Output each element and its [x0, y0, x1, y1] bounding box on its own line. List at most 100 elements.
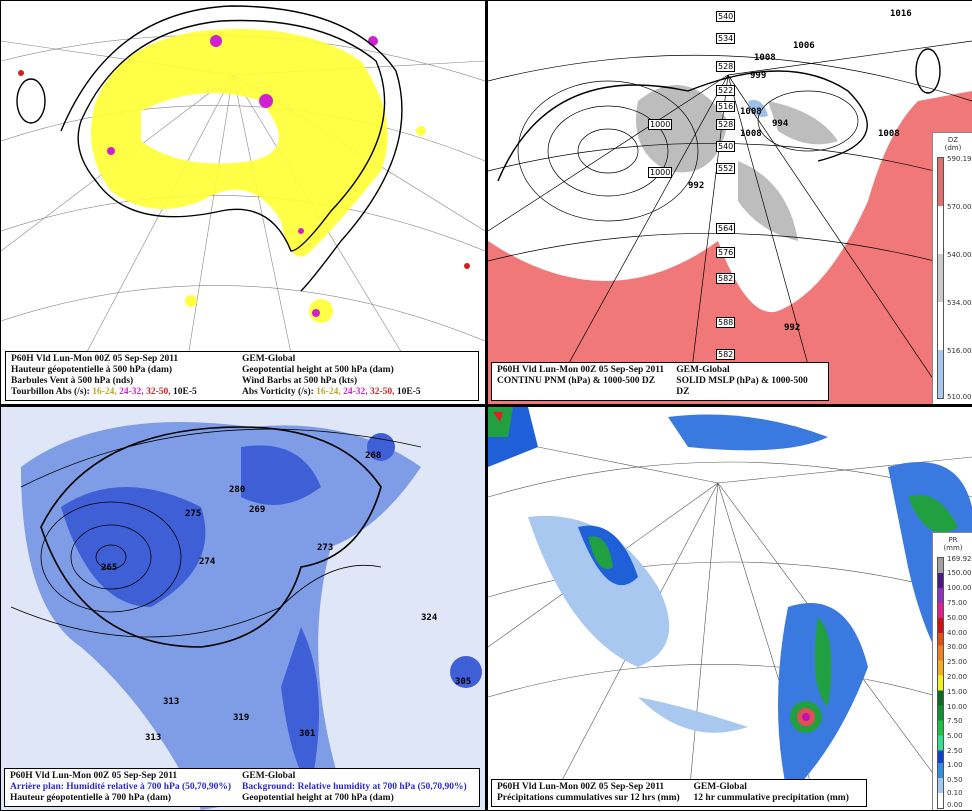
map-caption: P60H Vld Lun-Mon 00Z 05 Sep-Sep 2011 GEM-…	[491, 779, 867, 807]
legend-units: (dm)	[944, 144, 962, 152]
map-caption: P60H Vld Lun-Mon 00Z 05 Sep-Sep 2011 GEM-…	[4, 768, 480, 807]
pressure-label: 1008	[878, 129, 900, 139]
caption-vorticity-en: Abs Vorticity (/s): 16-24, 24-32, 32-50,…	[242, 387, 473, 398]
pressure-label: 1000	[648, 167, 673, 178]
pressure-label: 1006	[793, 41, 815, 51]
height-label: 273	[317, 543, 334, 553]
legend-tick: 30.00	[947, 643, 968, 651]
height-label: 274	[199, 557, 216, 567]
pressure-label: 1000	[648, 119, 673, 130]
height-label: 301	[299, 729, 316, 739]
precip-legend: PR (mm) 169.92 150.00 100.00 75.00 50.00 …	[932, 532, 972, 810]
caption-text: Abs Vorticity (/s):	[242, 387, 314, 397]
legend-tick: 7.50	[947, 717, 963, 725]
range-1: 16-24,	[92, 387, 117, 397]
height-label: 265	[101, 563, 118, 573]
legend-tick: 0.10	[947, 789, 963, 797]
thickness-label: 564	[716, 223, 736, 234]
height-label: 268	[365, 451, 382, 461]
height-label: 280	[229, 485, 246, 495]
thickness-label: 582	[716, 349, 736, 360]
map-500hpa	[1, 5, 485, 402]
pressure-label: 992	[688, 181, 705, 191]
pressure-label: 992	[784, 323, 801, 333]
height-label: 313	[163, 697, 180, 707]
thickness-label: 540	[716, 11, 736, 22]
height-label: 313	[145, 733, 162, 743]
legend-tick: 1.00	[947, 761, 963, 769]
thickness-label: 552	[716, 163, 736, 174]
legend-tick: 5.00	[947, 732, 963, 740]
caption-text: Arrière plan: Humidité relative à 700 hP…	[10, 782, 232, 792]
range-2: 24-32,	[119, 387, 144, 397]
caption-text: 12 hr cummulative precipitation (mm)	[693, 793, 849, 803]
map-mslp	[488, 40, 972, 404]
caption-text: Hauteur géopotentielle à 500 hPa (dam)	[11, 365, 173, 375]
legend-tick: 50.00	[947, 614, 968, 622]
caption-text: SOLID MSLP (hPa) & 1000-500 DZ	[676, 376, 808, 397]
units: 10E-5	[172, 387, 197, 397]
pressure-label: 994	[772, 119, 789, 129]
map-caption: P60H Vld Lun-Mon 00Z 05 Sep-Sep 2011 GEM-…	[5, 351, 479, 401]
thickness-label: 582	[716, 273, 736, 284]
legend-tick: 10.00	[947, 703, 968, 711]
legend-tick: 15.00	[947, 688, 968, 696]
legend-title: DZ	[947, 136, 959, 144]
thickness-label: 516	[716, 101, 736, 112]
caption-text: GEM-Global	[676, 365, 730, 375]
caption-text: Tourbillon Abs (/s):	[11, 387, 90, 397]
caption-text: Hauteur géopotentielle à 700 hPa (dam)	[10, 793, 172, 803]
pressure-label: 1008	[740, 107, 762, 117]
caption-text: GEM-Global	[242, 771, 296, 781]
pressure-label: 1008	[754, 53, 776, 63]
caption-text: Précipitations cummulatives sur 12 hrs (…	[497, 793, 680, 803]
caption-text: P60H Vld Lun-Mon 00Z 05 Sep-Sep 2011	[10, 771, 178, 781]
thickness-legend: DZ (dm) 590.19 570.00 540.00 534.00 516.0…	[932, 132, 972, 404]
caption-text: P60H Vld Lun-Mon 00Z 05 Sep-Sep 2011	[497, 782, 665, 792]
pressure-label: 1008	[740, 129, 762, 139]
caption-text: Background: Relative humidity at 700 hPa…	[242, 782, 467, 792]
thickness-label: 522	[716, 85, 736, 96]
legend-title: PR	[948, 536, 958, 544]
thickness-label: 588	[716, 317, 736, 328]
panel-500hpa-vorticity: P60H Vld Lun-Mon 00Z 05 Sep-Sep 2011 GEM-…	[0, 0, 486, 405]
legend-tick: 0.00	[947, 801, 963, 809]
height-label: 305	[455, 677, 472, 687]
caption-text: GEM-Global	[693, 782, 747, 792]
thickness-label: 528	[716, 119, 736, 130]
map-caption: P60H Vld Lun-Mon 00Z 05 Sep-Sep 2011 GEM-…	[491, 362, 829, 401]
caption-vorticity-fr: Tourbillon Abs (/s): 16-24, 24-32, 32-50…	[11, 387, 242, 398]
caption-text: Barbules Vent à 500 hPa (nds)	[11, 376, 134, 386]
legend-units: (mm)	[943, 544, 963, 552]
range-2: 24-32,	[343, 387, 368, 397]
legend-tick: 20.00	[947, 673, 968, 681]
caption-text: GEM-Global	[242, 354, 296, 364]
legend-tick: 516.00	[947, 347, 972, 355]
thickness-label: 576	[716, 247, 736, 258]
legend-tick: 150.00	[947, 569, 972, 577]
thickness-label: 540	[716, 141, 736, 152]
panel-mslp-thickness: 540 534 528 522 516 528 540 552 564 576 …	[487, 0, 972, 405]
legend-tick: 40.00	[947, 629, 968, 637]
thickness-label: 528	[716, 61, 736, 72]
legend-tick: 540.00	[947, 251, 972, 259]
range-3: 32-50,	[370, 387, 395, 397]
panel-rh700: 265 275 274 280 269 273 268 324 305 313 …	[0, 406, 486, 811]
legend-tick: 2.50	[947, 747, 963, 755]
pressure-label: 999	[750, 71, 767, 81]
height-label: 324	[421, 613, 438, 623]
caption-text: Wind Barbs at 500 hPa (kts)	[242, 376, 358, 386]
legend-tick: 570.00	[947, 203, 972, 211]
units: 10E-5	[396, 387, 421, 397]
legend-tick: 590.19	[947, 155, 972, 163]
thickness-label: 534	[716, 33, 736, 44]
map-rh700	[1, 407, 485, 810]
caption-text: Geopotential height at 500 hPa (dam)	[242, 365, 394, 375]
legend-tick: 534.00	[947, 299, 972, 307]
legend-tick: 100.00	[947, 584, 972, 592]
map-precip	[488, 407, 972, 808]
legend-colorbar	[937, 557, 944, 809]
caption-text: P60H Vld Lun-Mon 00Z 05 Sep-Sep 2011	[497, 365, 665, 375]
legend-tick: 25.00	[947, 658, 968, 666]
range-3: 32-50,	[146, 387, 171, 397]
